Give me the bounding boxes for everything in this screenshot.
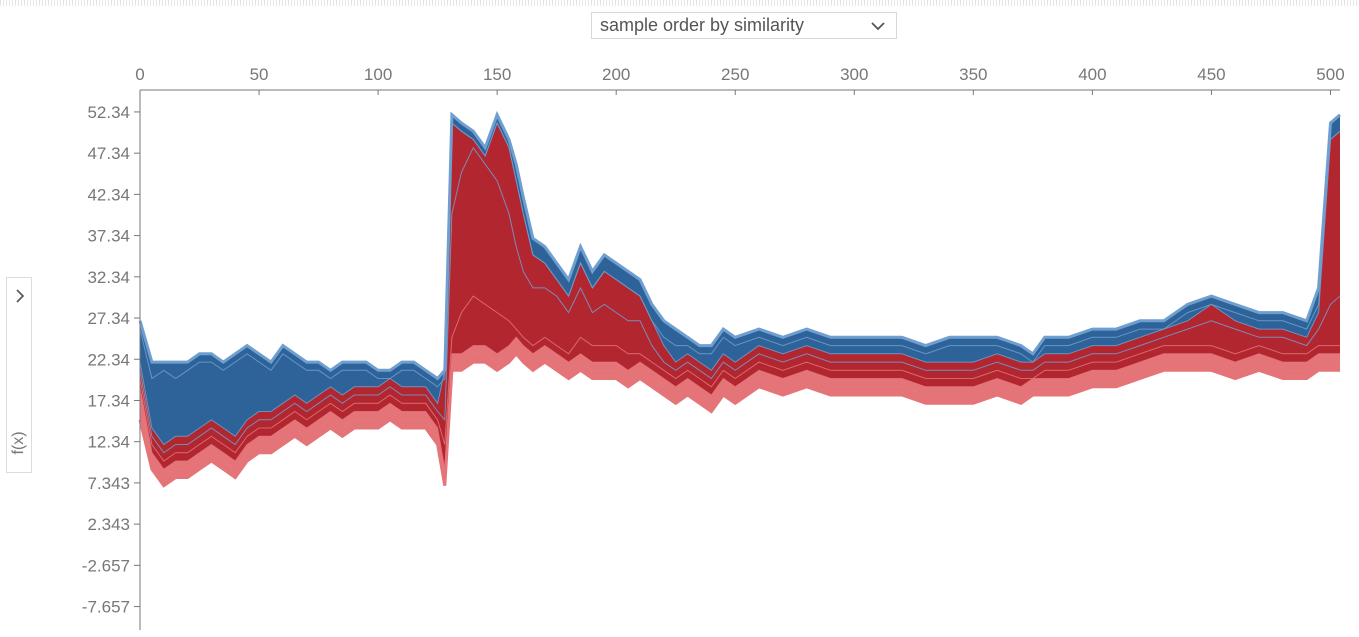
top-strip [0,0,1359,6]
y-axis: 52.34 47.34 42.34 37.34 32.34 27.34 22.34 17.34… [82,90,141,630]
chevron-down-icon [868,16,888,36]
y-tick-label-4: 32.34 [87,268,130,287]
x-tick-label-200: 200 [602,65,630,84]
series-areas [140,114,1340,486]
y-tick-label-3: 37.34 [87,227,130,246]
x-tick-label-100: 100 [364,65,392,84]
series-line-3 [139,295,1340,462]
y-tick-label-10: 2.343 [87,515,130,534]
x-tick-label-50: 50 [250,65,269,84]
series-band-2 [140,296,1340,470]
x-tick-label-350: 350 [959,65,987,84]
x-tick-label-400: 400 [1078,65,1106,84]
chevron-right-icon[interactable] [12,288,28,304]
y-tick-label-1: 47.34 [87,144,130,163]
series-lines [138,110,1341,488]
sample-order-select[interactable]: sample order by similarity [591,12,897,39]
y-tick-label-2: 42.34 [87,185,130,204]
x-tick-label-450: 450 [1197,65,1225,84]
side-panel-toggle[interactable]: f(x) [6,277,32,473]
y-tick-label-7: 17.34 [87,391,130,410]
series-line-0 [138,351,1340,488]
y-tick-label-0: 52.34 [87,103,130,122]
series-line-2 [139,336,1340,470]
series-line-1 [139,344,1340,479]
x-axis: 0 50 100 150 200 250 300 350 400 450 500 [135,65,1345,95]
x-tick-label-300: 300 [840,65,868,84]
y-tick-label-12: -7.657 [82,598,130,617]
x-tick-label-0: 0 [135,65,144,84]
y-tick-label-5: 27.34 [87,309,130,328]
series-band-6 [140,114,1340,387]
y-tick-label-11: -2.657 [82,556,130,575]
x-tick-label-250: 250 [721,65,749,84]
series-line-4 [139,146,1341,454]
series-line-6 [139,121,1341,388]
sample-order-select-label: sample order by similarity [600,15,805,35]
y-tick-label-9: 7.343 [87,474,130,493]
y-tick-label-8: 12.34 [87,433,130,452]
x-tick-label-150: 150 [483,65,511,84]
x-tick-label-500: 500 [1316,65,1344,84]
series-line-7 [138,110,1341,381]
y-tick-label-6: 22.34 [87,350,130,369]
